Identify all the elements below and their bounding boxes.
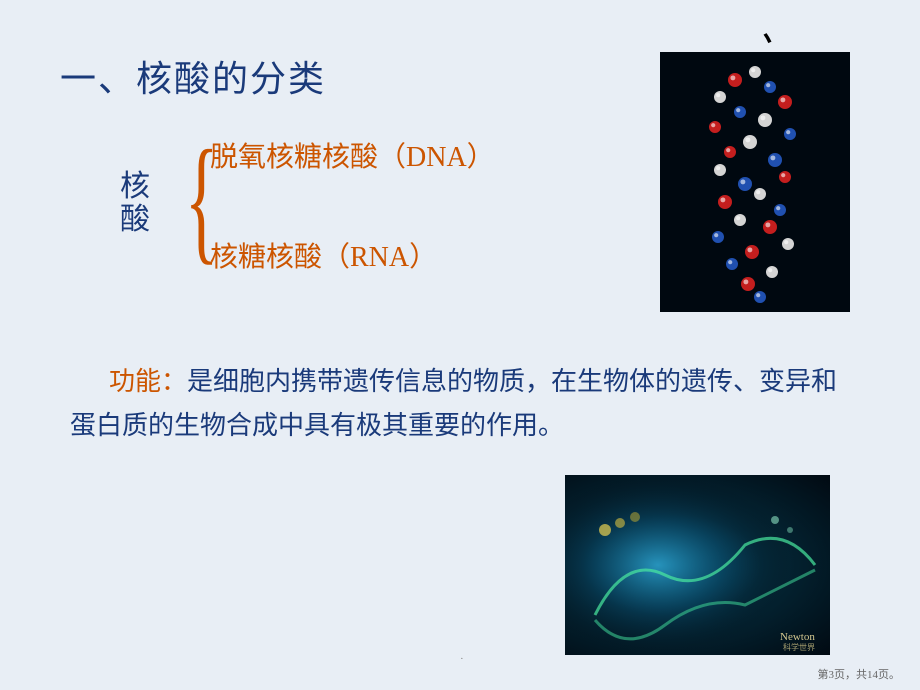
center-marker: ·: [460, 653, 464, 665]
branch-dna: 脱氧核糖核酸（DNA）: [210, 135, 495, 175]
image-watermark: Newton: [780, 631, 815, 643]
biology-image: Newton 科学世界: [565, 475, 830, 655]
function-label: 功能：: [109, 367, 187, 396]
function-description: 功能：是细胞内携带遗传信息的物质，在生物体的遗传、变异和蛋白质的生物合成中具有极…: [70, 360, 850, 448]
branch-rna: 核糖核酸（RNA）: [210, 235, 437, 275]
accent-mark: 、: [759, 9, 796, 55]
classification-diagram: 核 酸 { 脱氧核糖核酸（DNA） 核糖核酸（RNA）: [120, 130, 570, 280]
page-number: 第3页，共14页。: [818, 666, 901, 682]
slide-container: 、 一、核酸的分类 核 酸 { 脱氧核糖核酸（DNA） 核糖核酸（RNA） 功能…: [0, 0, 920, 690]
dna-helix-image: [660, 52, 850, 312]
main-category-label: 核 酸: [120, 170, 160, 236]
svg-text:科学世界: 科学世界: [783, 642, 815, 652]
